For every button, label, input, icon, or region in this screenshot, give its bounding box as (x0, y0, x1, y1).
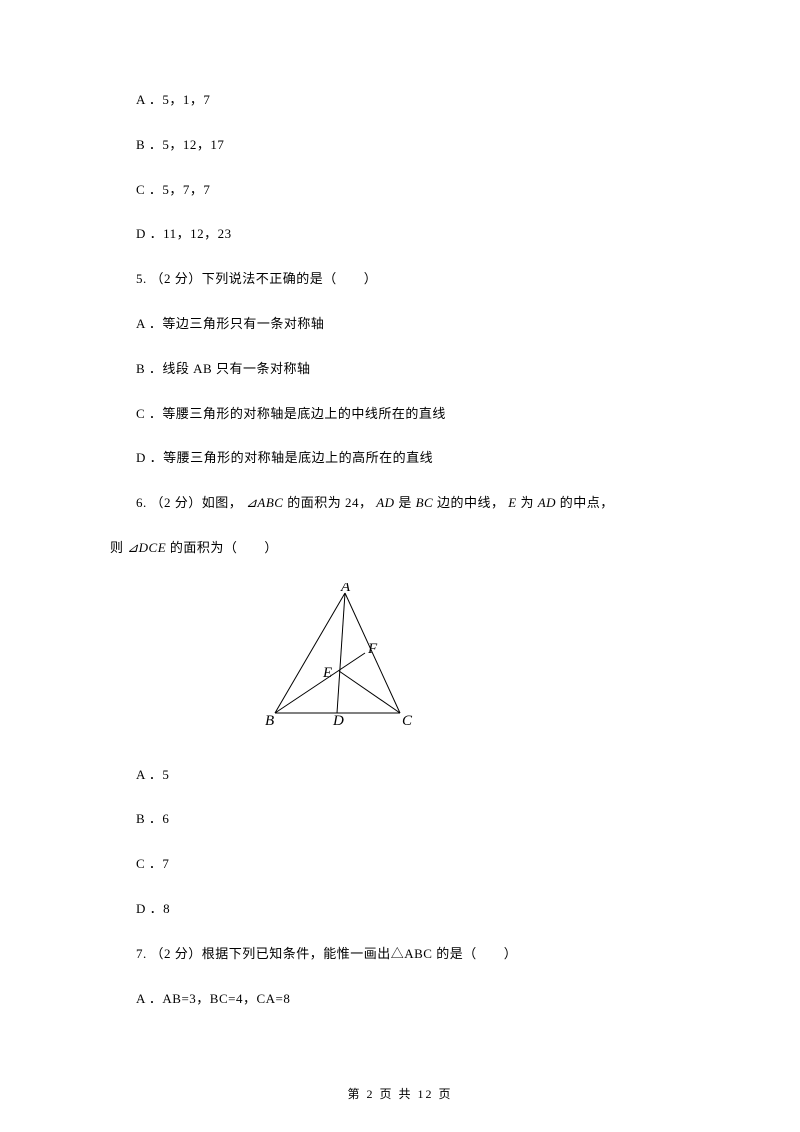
q6-stem-line1: 6. （2 分）如图， ⊿ABC 的面积为 24， AD 是 BC 边的中线， … (110, 493, 690, 514)
page-footer: 第 2 页 共 12 页 (0, 1085, 800, 1102)
prev-choice-d: D ．11，12，23 (110, 224, 690, 245)
svg-text:B: B (265, 713, 274, 729)
q5-choice-d: D ．等腰三角形的对称轴是底边上的高所在的直线 (110, 448, 690, 469)
prev-choice-c: C ．5，7，7 (110, 180, 690, 201)
q7-stem: 7. （2 分）根据下列已知条件，能惟一画出△ABC 的是（ ） (110, 944, 690, 965)
prev-choice-b: B ．5，12，17 (110, 135, 690, 156)
svg-text:C: C (402, 713, 413, 729)
q6-choice-b: B ．6 (110, 809, 690, 830)
q6-choice-a: A ．5 (110, 765, 690, 786)
q6-stem-line2: 则 ⊿DCE 的面积为（ ） (110, 538, 690, 559)
q6-choice-d: D ．8 (110, 899, 690, 920)
q6-choice-c: C ．7 (110, 854, 690, 875)
q5-choice-a: A ．等边三角形只有一条对称轴 (110, 314, 690, 335)
q5-choice-b: B ．线段 AB 只有一条对称轴 (110, 359, 690, 380)
prev-choice-a: A ．5，1，7 (110, 90, 690, 111)
svg-text:F: F (367, 641, 378, 657)
q7-choice-a: A ．AB=3，BC=4，CA=8 (110, 989, 690, 1010)
q6-figure: A B C D E F (265, 583, 690, 740)
svg-text:A: A (340, 583, 351, 595)
q5-choice-c: C ．等腰三角形的对称轴是底边上的中线所在的直线 (110, 404, 690, 425)
svg-text:E: E (322, 665, 332, 681)
q5-stem: 5. （2 分）下列说法不正确的是（ ） (110, 269, 690, 290)
svg-text:D: D (332, 713, 344, 729)
